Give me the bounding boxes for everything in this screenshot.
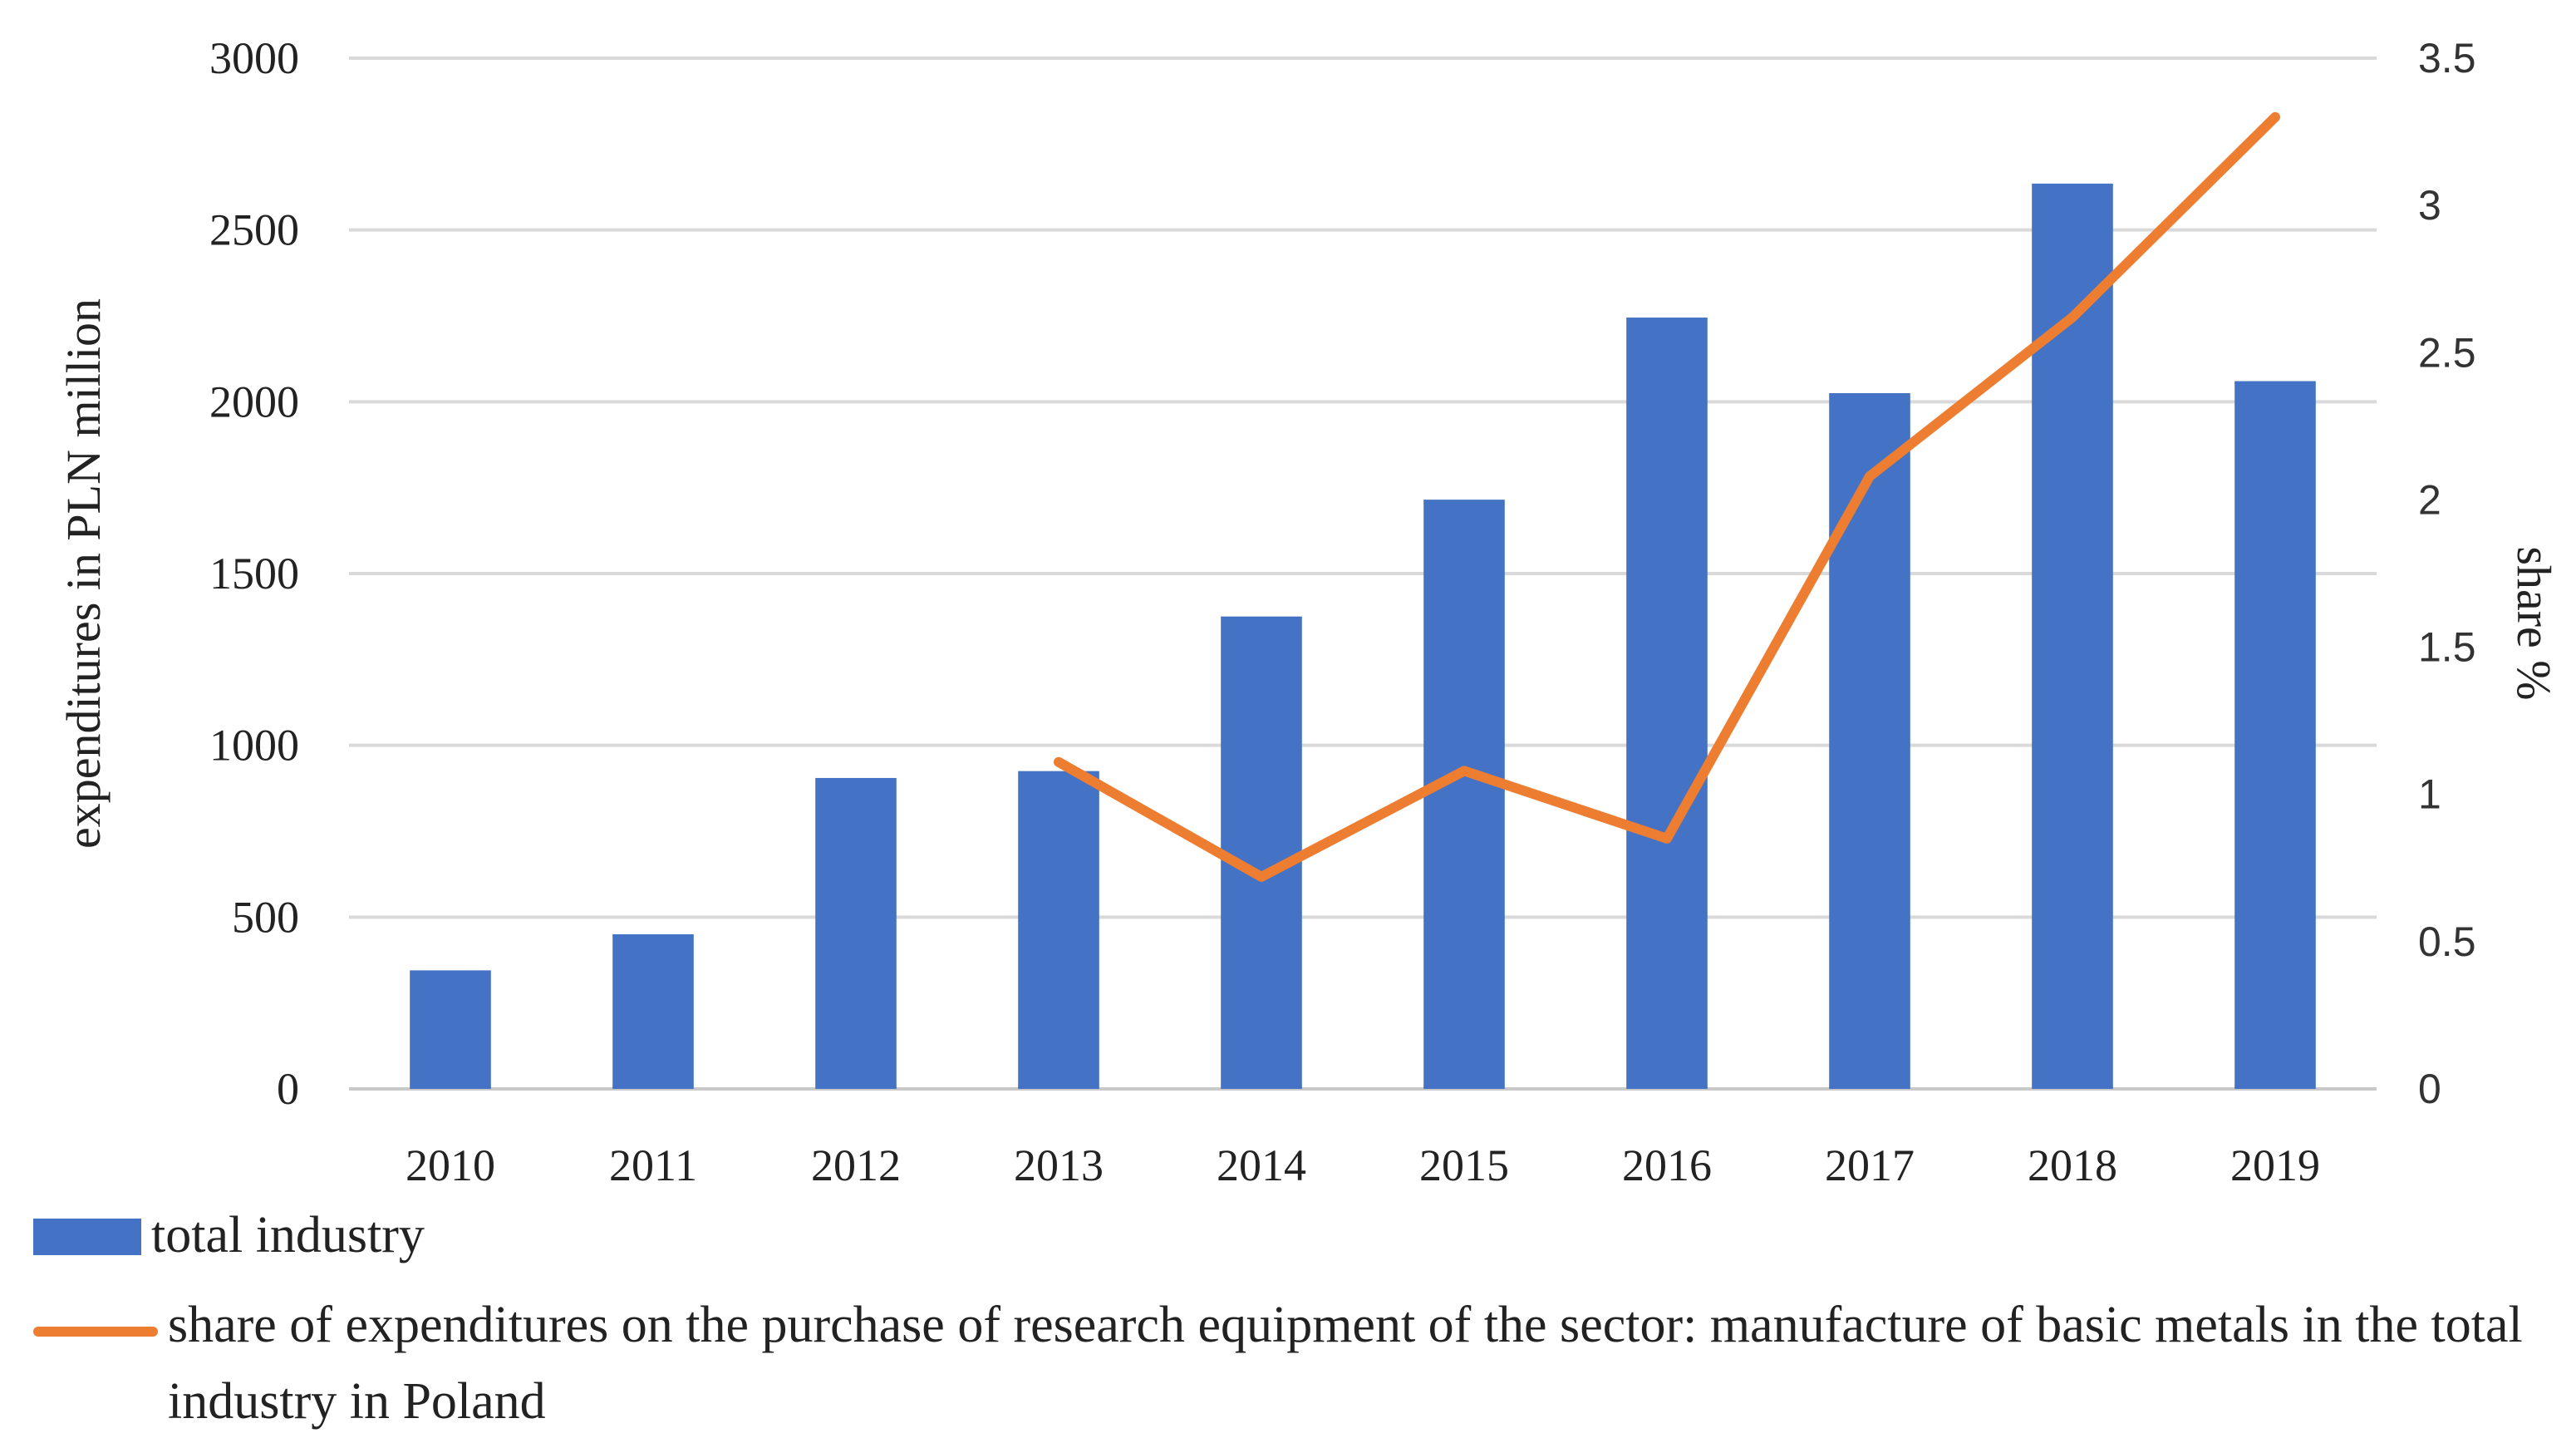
y-axis-title: expenditures in PLN million (57, 298, 111, 849)
left-tick-label: 3000 (209, 33, 299, 83)
right-tick-label: 2 (2418, 476, 2441, 523)
line-point (1463, 770, 1465, 772)
x-tick-label: 2019 (2230, 1140, 2320, 1190)
line-point (2274, 116, 2276, 118)
bar[interactable] (1423, 500, 1505, 1089)
right-tick-label: 3.5 (2418, 35, 2476, 81)
right-tick-label: 2.5 (2418, 329, 2476, 376)
right-tick-label: 1.5 (2418, 624, 2476, 671)
bar[interactable] (815, 777, 897, 1089)
legend-item-share[interactable]: share of expenditures on the purchase of… (33, 1287, 2543, 1440)
y2-axis-title: share % (2507, 546, 2561, 700)
left-tick-label: 500 (232, 892, 299, 942)
left-tick-label: 0 (277, 1064, 299, 1114)
bar[interactable] (1221, 616, 1302, 1089)
line-point (1869, 475, 1871, 478)
x-tick-label: 2014 (1217, 1140, 1306, 1190)
right-tick-label: 0 (2418, 1066, 2441, 1112)
right-tick-label: 1 (2418, 771, 2441, 818)
right-tick-label: 0.5 (2418, 918, 2476, 965)
left-axis-ticks: 0 500 1000 1500 2000 2500 3000 (209, 33, 299, 1114)
legend-line-label: share of expenditures on the purchase of… (168, 1297, 2523, 1430)
line-point (1261, 875, 1262, 878)
bar[interactable] (1626, 318, 1708, 1090)
line-series-share (1054, 111, 2280, 882)
x-axis-ticks: 2010 2011 2012 2013 2014 2015 2016 2017 2018 2019 (406, 1140, 2320, 1190)
bar[interactable] (410, 970, 491, 1089)
bar[interactable] (1829, 393, 1910, 1089)
left-tick-label: 1000 (209, 721, 299, 771)
legend-item-total-industry[interactable]: total industry (33, 1197, 425, 1273)
bar[interactable] (1018, 771, 1099, 1089)
x-tick-label: 2012 (811, 1140, 901, 1190)
legend-bar-swatch (33, 1219, 141, 1255)
chart: 0 500 1000 1500 2000 2500 3000 0 0.5 1 1.5 2 2.5 3 3.… (57, 33, 2561, 1190)
x-tick-label: 2015 (1419, 1140, 1509, 1190)
x-tick-label: 2017 (1825, 1140, 1915, 1190)
bar-series-total-industry (410, 183, 2316, 1090)
legend-bar-label: total industry (151, 1207, 425, 1263)
line-point (1058, 761, 1059, 763)
x-tick-label: 2018 (2028, 1140, 2117, 1190)
line-point (2072, 316, 2073, 318)
bar[interactable] (612, 934, 694, 1089)
legend-line-swatch (33, 1327, 158, 1337)
x-tick-label: 2016 (1622, 1140, 1712, 1190)
right-tick-label: 3 (2418, 182, 2441, 229)
x-tick-label: 2010 (406, 1140, 495, 1190)
gridlines (349, 57, 2377, 1091)
x-tick-label: 2013 (1014, 1140, 1104, 1190)
x-tick-label: 2011 (609, 1140, 697, 1190)
right-axis-ticks: 0 0.5 1 1.5 2 2.5 3 3.5 (2418, 35, 2476, 1112)
left-tick-label: 2000 (209, 377, 299, 426)
left-tick-label: 1500 (209, 549, 299, 598)
left-tick-label: 2500 (209, 205, 299, 255)
line-point (1666, 837, 1668, 840)
bar[interactable] (2234, 381, 2316, 1089)
